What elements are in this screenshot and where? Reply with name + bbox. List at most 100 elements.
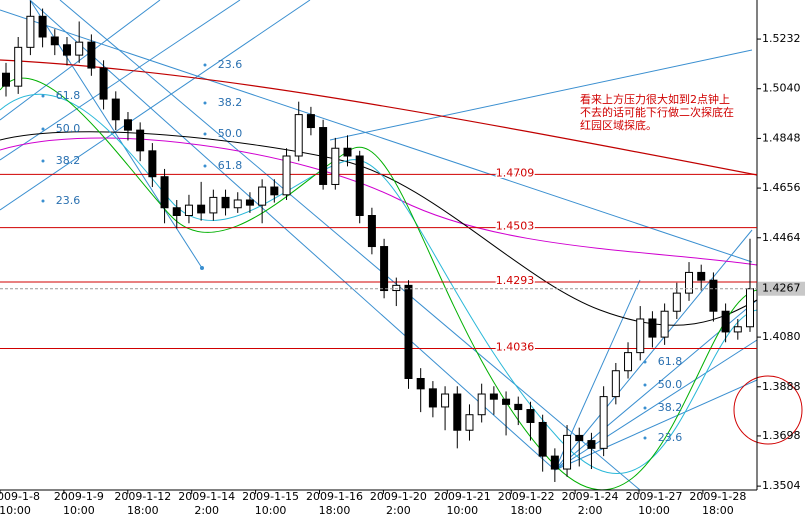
fan-dot	[41, 159, 45, 163]
candle-body	[160, 176, 169, 209]
trend-line	[554, 339, 758, 471]
trend-line	[554, 229, 753, 471]
x-tick-time: 2:00	[194, 504, 219, 517]
fan-dot	[203, 164, 207, 168]
fan-dot	[643, 406, 647, 410]
candle-body	[184, 204, 193, 217]
candle-body	[587, 440, 596, 449]
candle-body	[38, 15, 47, 38]
candle-body	[380, 246, 389, 292]
candle-body	[428, 388, 437, 408]
fan-dot	[203, 132, 207, 136]
trend-line	[0, 9, 753, 263]
candle-body	[14, 46, 23, 87]
ma-line	[0, 93, 758, 474]
candle-body	[477, 393, 486, 416]
fan-dot	[643, 436, 647, 440]
fan-label: 38.2	[658, 401, 683, 414]
fan-label: 50.0	[658, 378, 683, 391]
x-tick-label: 2009-1-22	[498, 490, 555, 503]
y-tick-label: 1.4080	[762, 330, 801, 343]
x-tick-label: 2009-1-24	[562, 490, 619, 503]
candle-body	[319, 127, 328, 185]
candle-body	[746, 288, 754, 328]
candle-body	[672, 292, 681, 312]
candle-body	[660, 310, 669, 338]
candle-body	[355, 155, 364, 217]
fan-dot	[203, 63, 207, 67]
trend-line	[29, 0, 556, 471]
x-tick-time: 10:00	[638, 504, 670, 517]
candle-body	[148, 150, 157, 178]
candle-body	[294, 114, 303, 157]
trend-line	[329, 49, 753, 141]
candle-body	[502, 398, 511, 405]
x-tick-time: 18:00	[510, 504, 542, 517]
x-tick-label: 2009-1-20	[370, 490, 427, 503]
ma-line	[0, 131, 758, 326]
candle-body	[514, 403, 523, 411]
candle-body	[465, 414, 474, 431]
candle-body	[392, 284, 401, 292]
x-tick-label: 2009-1-28	[689, 490, 746, 503]
fan-label: 23.6	[56, 194, 81, 207]
candle-body	[245, 199, 254, 206]
fan-dot	[643, 360, 647, 364]
fib-label: 1.4293	[496, 274, 535, 287]
candle-body	[87, 41, 96, 69]
fib-label: 1.4709	[496, 166, 535, 179]
fan-dot	[643, 383, 647, 387]
candle-body	[99, 67, 108, 100]
candle-body	[306, 114, 315, 129]
x-tick-time: 18:00	[319, 504, 351, 517]
candle-body	[221, 196, 230, 209]
x-tick-time: 2:00	[386, 504, 411, 517]
candle-body	[611, 370, 620, 398]
fib-label: 1.4503	[496, 220, 535, 233]
candle-body	[441, 393, 450, 408]
candle-body	[721, 310, 730, 333]
candle-body	[685, 271, 694, 294]
candle-body	[367, 215, 376, 248]
candle-body	[404, 284, 413, 379]
point	[200, 266, 204, 270]
candle-body	[636, 318, 645, 354]
trend-line	[0, 0, 161, 121]
x-tick-time: 18:00	[127, 504, 159, 517]
trend-line	[0, 0, 311, 211]
candle-body	[416, 377, 425, 390]
x-tick-label: 2009-1-21	[434, 490, 491, 503]
candle-body	[123, 119, 132, 131]
y-tick-label: 1.3888	[762, 380, 801, 393]
trend-line	[554, 379, 758, 471]
x-tick-time: 2:00	[578, 504, 603, 517]
fan-dot	[41, 127, 45, 131]
candle-body	[709, 279, 718, 312]
candle-body	[550, 455, 559, 470]
candle-body	[62, 44, 71, 56]
candle-body	[624, 352, 633, 372]
candle-body	[648, 318, 657, 338]
ma-line	[0, 77, 758, 491]
fib-label: 1.4036	[496, 340, 535, 353]
ma-line	[0, 137, 758, 266]
fan-label: 23.6	[218, 58, 243, 71]
candle-body	[538, 421, 547, 457]
candle-body	[50, 36, 59, 46]
candle-body	[526, 409, 535, 423]
candle-body	[111, 98, 120, 121]
annotation: 不去的话可能下行做二次探底在	[580, 105, 734, 119]
last-price-box	[758, 281, 805, 296]
fan-label: 61.8	[218, 159, 243, 172]
annotation: 红园区域探底。	[580, 118, 657, 132]
candle-body	[2, 72, 10, 87]
x-tick-label: 2009-1-14	[178, 490, 235, 503]
y-tick-label: 1.5232	[762, 32, 801, 45]
y-tick-label: 1.3504	[762, 479, 801, 492]
y-tick-label: 1.5040	[762, 82, 801, 95]
fan-label: 50.0	[218, 127, 243, 140]
candle-body	[331, 147, 340, 185]
trend-line	[59, 0, 641, 491]
x-tick-time: 10:00	[63, 504, 95, 517]
y-tick-label: 1.4464	[762, 231, 801, 244]
